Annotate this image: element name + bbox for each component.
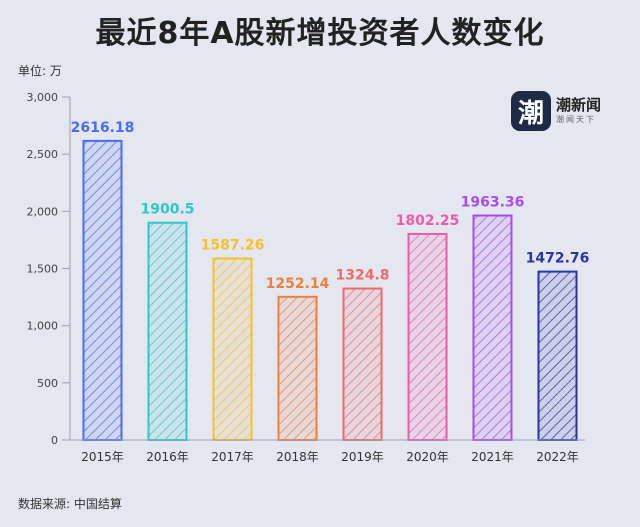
brand-logo: 潮 潮新闻 潮闻天下: [511, 90, 629, 132]
x-tick-label: 2015年: [81, 450, 124, 464]
x-tick-label: 2018年: [276, 450, 319, 464]
bar-value-label: 1963.36: [461, 195, 525, 211]
unit-label: 单位: 万: [18, 64, 62, 78]
y-tick-label: 500: [37, 377, 58, 390]
bar-value-label: 1587.26: [201, 238, 265, 254]
x-tick-label: 2021年: [471, 450, 514, 464]
source-note: 数据来源: 中国结算: [18, 497, 122, 511]
logo-icon: 潮: [511, 91, 551, 131]
x-tick-label: 2016年: [146, 450, 189, 464]
bar-value-label: 1324.8: [335, 268, 389, 284]
y-tick-label: 1,000: [27, 320, 59, 333]
bar-2018年: [277, 295, 318, 441]
x-tick-label: 2017年: [211, 450, 254, 464]
bar-2016年: [147, 221, 188, 441]
bar-value-label: 1802.25: [396, 213, 460, 229]
bar-2021年: [472, 214, 513, 441]
x-tick-label: 2019年: [341, 450, 384, 464]
bar-value-label: 2616.18: [71, 120, 135, 136]
bar-value-label: 1252.14: [266, 276, 330, 292]
y-tick-label: 2,500: [27, 148, 59, 161]
x-axis: 2015年 2016年 2017年 2018年 2019年 2020年 2021年 2022年: [70, 439, 585, 464]
x-tick-label: 2022年: [536, 450, 579, 464]
bar-2019年: [342, 287, 383, 441]
x-tick-label: 2020年: [406, 450, 449, 464]
y-tick-label: 3,000: [27, 91, 59, 104]
logo-name: 潮新闻: [556, 96, 602, 114]
y-tick-label: 2,000: [27, 205, 59, 218]
bar-value-label: 1472.76: [526, 251, 590, 267]
bar-value-label: 1900.5: [140, 202, 194, 218]
logo-tagline: 潮闻天下: [556, 115, 596, 124]
y-axis: 0 500 1,000 1,500 2,000 2,500 3,000: [27, 91, 71, 447]
bar-2020年: [407, 232, 448, 441]
bar-2017年: [212, 257, 253, 442]
bar-2015年: [82, 139, 123, 441]
bars: 2616.18 1900.5 1587.26 1252.14 1324.8 1802.25…: [71, 120, 590, 442]
bar-2022年: [537, 270, 578, 441]
page-title: 最近8年A股新增投资者人数变化: [95, 16, 545, 51]
y-tick-label: 1,500: [27, 263, 59, 276]
y-tick-label: 0: [51, 434, 58, 447]
